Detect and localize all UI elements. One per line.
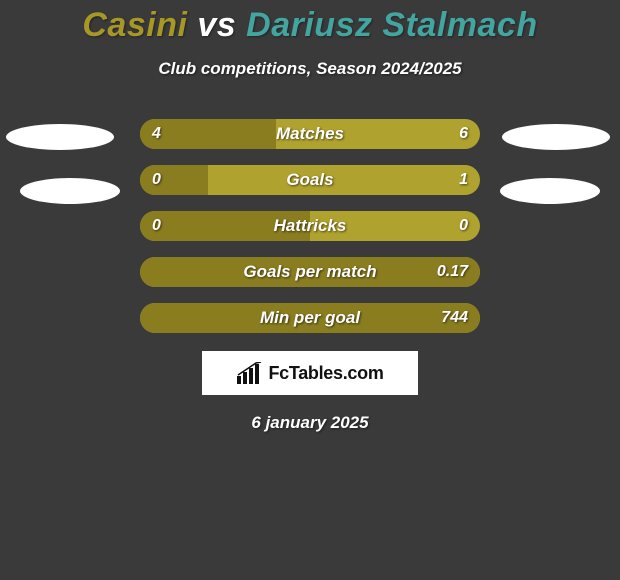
- comparison-chart: 46Matches01Goals00Hattricks0.17Goals per…: [0, 119, 620, 333]
- bar-chart-icon: [236, 362, 262, 384]
- stat-value-left: 4: [152, 119, 161, 149]
- bar-left-segment: [140, 165, 208, 195]
- decorative-ellipse: [502, 124, 610, 150]
- stat-value-left: 0: [152, 165, 161, 195]
- fctables-logo: FcTables.com: [202, 351, 418, 395]
- logo-text: FcTables.com: [268, 363, 383, 384]
- subtitle: Club competitions, Season 2024/2025: [0, 59, 620, 79]
- bar-track: 46Matches: [140, 119, 480, 149]
- stat-row: 744Min per goal: [0, 303, 620, 333]
- stat-value-right: 0: [459, 211, 468, 241]
- bar-left-segment: [140, 211, 310, 241]
- decorative-ellipse: [20, 178, 120, 204]
- bar-left-segment: [140, 257, 480, 287]
- stat-row: 00Hattricks: [0, 211, 620, 241]
- stat-value-right: 6: [459, 119, 468, 149]
- bar-track: 744Min per goal: [140, 303, 480, 333]
- bar-left-segment: [140, 303, 480, 333]
- bar-track: 01Goals: [140, 165, 480, 195]
- bar-track: 00Hattricks: [140, 211, 480, 241]
- decorative-ellipse: [6, 124, 114, 150]
- page-title: Casini vs Dariusz Stalmach: [0, 0, 620, 45]
- title-vs: vs: [197, 6, 236, 44]
- decorative-ellipse: [500, 178, 600, 204]
- title-player1: Casini: [82, 6, 187, 44]
- stat-value-left: 0: [152, 211, 161, 241]
- stat-value-right: 0.17: [437, 257, 468, 287]
- title-player2: Dariusz Stalmach: [246, 6, 537, 44]
- date-label: 6 january 2025: [0, 413, 620, 433]
- stat-value-right: 744: [441, 303, 468, 333]
- bar-track: 0.17Goals per match: [140, 257, 480, 287]
- stat-value-right: 1: [459, 165, 468, 195]
- stat-row: 0.17Goals per match: [0, 257, 620, 287]
